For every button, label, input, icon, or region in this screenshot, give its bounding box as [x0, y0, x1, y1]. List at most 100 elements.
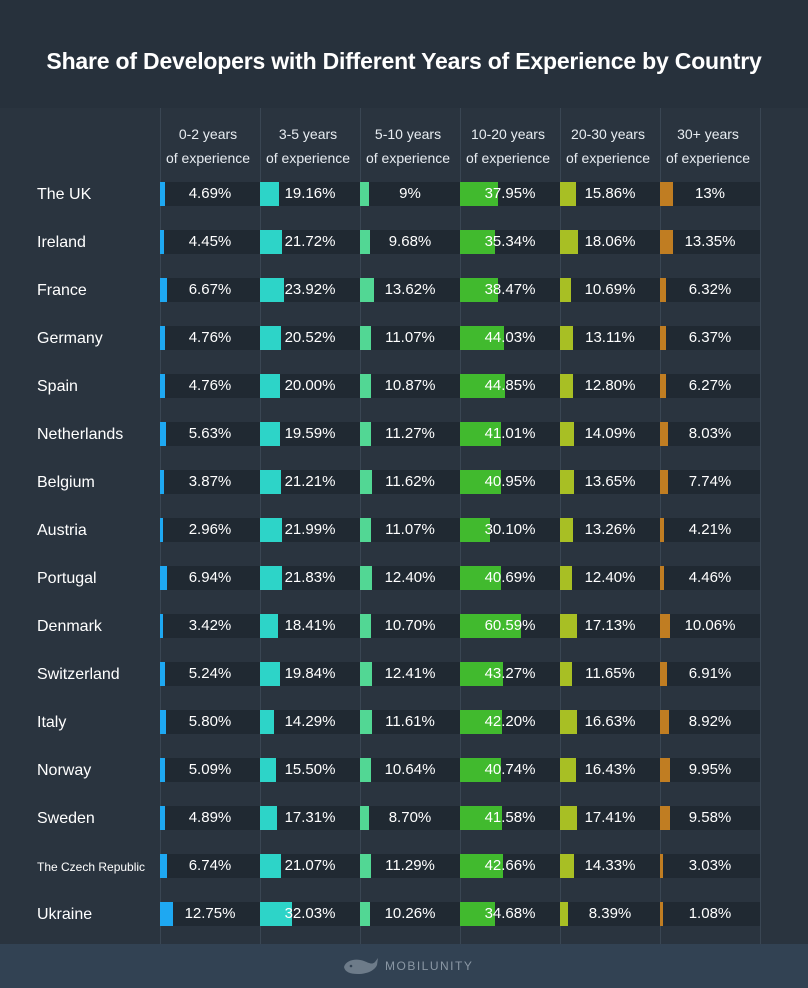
value-label: 9.95%: [688, 761, 732, 778]
value-label: 60.59%: [484, 617, 536, 634]
value-label: 15.50%: [284, 761, 336, 778]
value-label: 11.27%: [385, 425, 435, 442]
value-label: 15.86%: [584, 185, 636, 202]
bar: [160, 182, 165, 206]
value-label: 3.87%: [188, 473, 232, 490]
bar-track: 44.03%: [460, 326, 560, 350]
bar-track: 10.87%: [360, 374, 460, 398]
bar: [560, 182, 576, 206]
bar: [360, 758, 371, 782]
value-label: 6.37%: [688, 329, 732, 346]
bar-track: 41.01%: [460, 422, 560, 446]
value-label: 9%: [399, 185, 421, 202]
value-label: 11.62%: [385, 473, 435, 490]
bar-track: 17.41%: [560, 806, 660, 830]
bar: [560, 806, 578, 830]
bar-track: 10.64%: [360, 758, 460, 782]
value-label: 1.08%: [688, 905, 732, 922]
value-label: 43.27%: [484, 665, 536, 682]
bar: [460, 806, 502, 830]
bar-track: 4.46%: [660, 566, 760, 590]
country-label: The Czech Republic: [37, 860, 146, 874]
bar-track: 11.61%: [360, 710, 460, 734]
bar-track: 20.52%: [260, 326, 360, 350]
bar-track: 19.16%: [260, 182, 360, 206]
bar-track: 1.08%: [660, 902, 760, 926]
bar: [560, 902, 569, 926]
bar: [360, 326, 372, 350]
bar: [660, 758, 670, 782]
column-header: 5-10 years of experience: [358, 122, 458, 170]
bar: [460, 710, 503, 734]
bar-track: 19.84%: [260, 662, 360, 686]
bar: [460, 374, 505, 398]
bar-track: 10.26%: [360, 902, 460, 926]
bar: [360, 662, 373, 686]
bar: [560, 566, 573, 590]
bar-track: 18.41%: [260, 614, 360, 638]
bar: [160, 902, 173, 926]
value-label: 8.92%: [688, 713, 732, 730]
value-label: 6.32%: [688, 281, 732, 298]
bar: [560, 710, 577, 734]
value-label: 4.21%: [688, 521, 732, 538]
bar-track: 38.47%: [460, 278, 560, 302]
bar: [560, 230, 579, 254]
footer-brand: MOBILUNITY: [385, 959, 474, 973]
bar-track: 21.83%: [260, 566, 360, 590]
bar-track: 13.35%: [660, 230, 760, 254]
bar: [560, 470, 574, 494]
bar-track: 4.69%: [160, 182, 260, 206]
bar-track: 2.96%: [160, 518, 260, 542]
bar-track: 5.24%: [160, 662, 260, 686]
bar-track: 8.70%: [360, 806, 460, 830]
country-label: The UK: [37, 186, 92, 203]
bar-track: 13.26%: [560, 518, 660, 542]
bar: [160, 326, 165, 350]
country-label: Netherlands: [37, 426, 124, 443]
bar-track: 11.07%: [360, 326, 460, 350]
bar: [660, 422, 669, 446]
value-label: 44.85%: [484, 377, 536, 394]
bar: [360, 278, 374, 302]
value-label: 40.95%: [484, 473, 536, 490]
bar-track: 14.33%: [560, 854, 660, 878]
bar-track: 13%: [660, 182, 760, 206]
footer-bar: [0, 944, 808, 988]
value-label: 7.74%: [688, 473, 732, 490]
value-label: 14.33%: [584, 857, 636, 874]
bar-track: 12.40%: [560, 566, 660, 590]
bar-track: 6.74%: [160, 854, 260, 878]
bar-track: 9.58%: [660, 806, 760, 830]
value-label: 13%: [694, 185, 726, 202]
bar: [260, 422, 280, 446]
value-label: 41.01%: [484, 425, 536, 442]
value-label: 34.68%: [484, 905, 536, 922]
value-label: 9.58%: [688, 809, 732, 826]
bar-track: 11.27%: [360, 422, 460, 446]
bar: [260, 854, 282, 878]
bar: [560, 614, 578, 638]
bar-track: 34.68%: [460, 902, 560, 926]
value-label: 21.07%: [284, 857, 336, 874]
column-header-line: of experience: [365, 150, 451, 166]
value-label: 4.69%: [188, 185, 232, 202]
value-label: 12.41%: [384, 665, 436, 682]
bar: [460, 326, 505, 350]
value-label: 13.62%: [384, 281, 436, 298]
bar-track: 14.09%: [560, 422, 660, 446]
bar: [660, 230, 674, 254]
whale-icon: [344, 958, 378, 974]
value-label: 42.66%: [484, 857, 536, 874]
value-label: 4.45%: [188, 233, 232, 250]
bar-track: 11.62%: [360, 470, 460, 494]
bar-track: 23.92%: [260, 278, 360, 302]
value-label: 4.76%: [188, 329, 232, 346]
value-label: 17.41%: [584, 809, 636, 826]
bar: [460, 902, 495, 926]
value-label: 6.91%: [688, 665, 732, 682]
bar-track: 32.03%: [260, 902, 360, 926]
bar-track: 4.21%: [660, 518, 760, 542]
value-label: 23.92%: [284, 281, 336, 298]
value-label: 4.46%: [688, 569, 732, 586]
